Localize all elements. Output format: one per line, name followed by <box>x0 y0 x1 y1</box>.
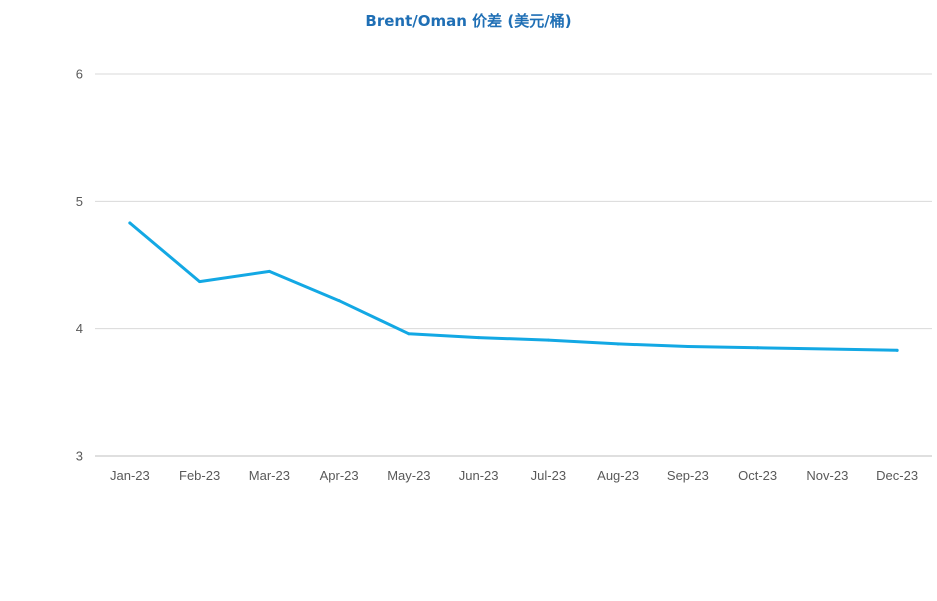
x-tick-label: Apr-23 <box>320 468 359 483</box>
data-point <box>267 269 271 273</box>
x-tick-label: Sep-23 <box>667 468 709 483</box>
y-tick-label: 6 <box>76 67 83 82</box>
x-tick-label: Aug-23 <box>597 468 639 483</box>
y-tick-label: 4 <box>76 321 83 336</box>
chart-title: Brent/Oman 价差 (美元/桶) <box>365 12 572 30</box>
data-point <box>756 346 760 350</box>
x-tick-label: May-23 <box>387 468 430 483</box>
gridlines <box>95 73 932 457</box>
series-layer <box>128 221 899 352</box>
series-line <box>128 221 899 352</box>
y-axis: 3 4 5 6 <box>76 67 83 464</box>
x-tick-label: Jun-23 <box>459 468 499 483</box>
data-point <box>407 332 411 336</box>
y-tick-label: 5 <box>76 194 83 209</box>
data-point <box>477 336 481 340</box>
data-point <box>198 280 202 284</box>
y-tick-label: 3 <box>76 449 83 464</box>
data-point <box>895 348 899 352</box>
data-point <box>546 338 550 342</box>
x-axis: Jan-23 Feb-23 Mar-23 Apr-23 May-23 Jun-23 Jul-… <box>110 468 918 483</box>
data-point <box>686 344 690 348</box>
data-point <box>128 221 132 225</box>
x-tick-label: Mar-23 <box>249 468 290 483</box>
x-tick-label: Nov-23 <box>806 468 848 483</box>
x-tick-label: Jul-23 <box>531 468 566 483</box>
x-tick-label: Jan-23 <box>110 468 150 483</box>
data-point <box>337 299 341 303</box>
data-point <box>825 347 829 351</box>
data-point <box>616 342 620 346</box>
x-tick-label: Oct-23 <box>738 468 777 483</box>
x-tick-label: Dec-23 <box>876 468 918 483</box>
x-tick-label: Feb-23 <box>179 468 220 483</box>
